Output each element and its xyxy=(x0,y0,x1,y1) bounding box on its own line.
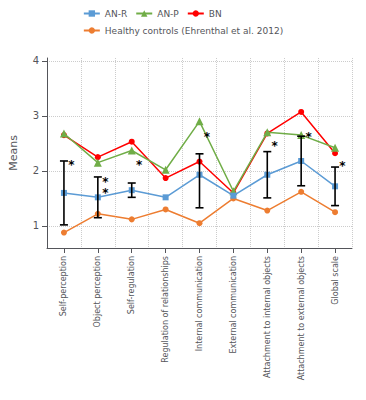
svg-text:4: 4 xyxy=(33,55,39,66)
svg-text:Means: Means xyxy=(7,135,20,171)
svg-text:Self-perception: Self-perception xyxy=(59,256,68,316)
svg-text:Object perception: Object perception xyxy=(93,256,102,327)
svg-text:*: * xyxy=(136,158,143,172)
svg-text:External communication: External communication xyxy=(229,256,238,354)
svg-text:*: * xyxy=(204,130,211,144)
svg-text:*: * xyxy=(102,186,109,200)
svg-text:AN-P: AN-P xyxy=(157,9,179,19)
svg-text:*: * xyxy=(68,158,75,172)
svg-text:Attachment to internal objects: Attachment to internal objects xyxy=(263,256,272,378)
svg-text:*: * xyxy=(339,159,346,173)
svg-text:AN-R: AN-R xyxy=(105,9,127,19)
svg-text:Internal communication: Internal communication xyxy=(195,256,204,351)
svg-text:Global scale: Global scale xyxy=(331,256,340,305)
svg-text:3: 3 xyxy=(33,110,39,121)
svg-text:Self-regulation: Self-regulation xyxy=(127,256,136,314)
svg-text:Attachment to external objects: Attachment to external objects xyxy=(297,256,306,380)
svg-text:Regulation of relationships: Regulation of relationships xyxy=(161,256,170,363)
svg-text:2: 2 xyxy=(33,165,39,176)
svg-text:BN: BN xyxy=(209,9,222,19)
svg-text:1: 1 xyxy=(33,220,39,231)
svg-text:*: * xyxy=(272,139,279,153)
svg-text:Healthy controls (Ehrenthal et: Healthy controls (Ehrenthal et al. 2012) xyxy=(105,26,283,36)
svg-text:*: * xyxy=(305,130,312,144)
